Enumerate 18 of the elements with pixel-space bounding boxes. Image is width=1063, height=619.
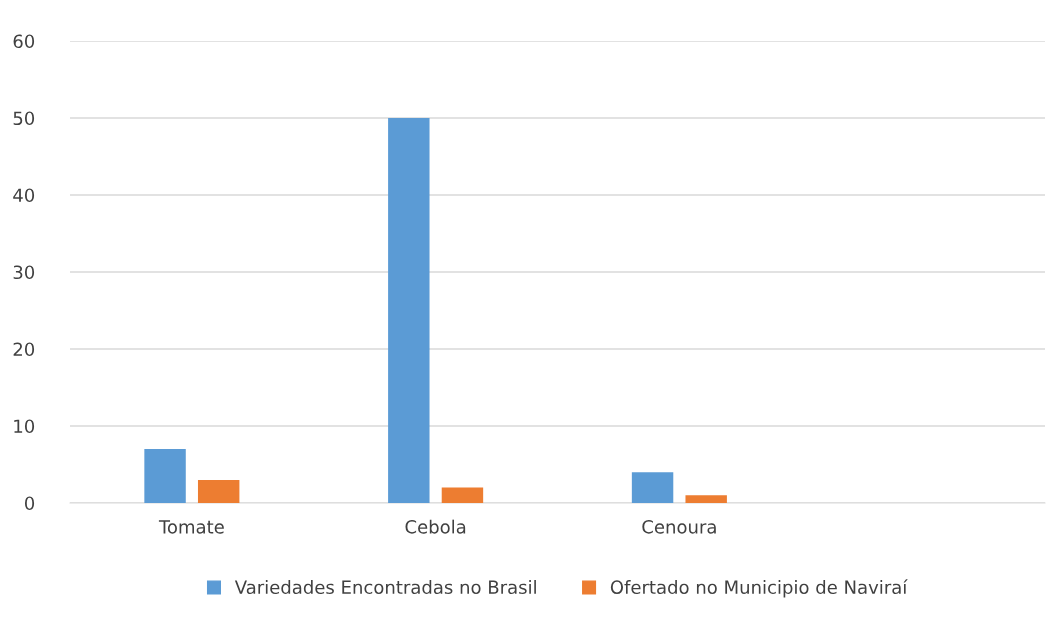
bar [144, 449, 186, 503]
x-tick-label: Cenoura [642, 519, 716, 534]
x-tick-label: Tomate [158, 520, 224, 534]
bar [197, 479, 240, 503]
bar [631, 472, 674, 503]
x-tick-label: Cebola [405, 519, 466, 534]
y-tick-label: 60 [13, 34, 35, 49]
bar [685, 495, 727, 503]
y-tick-label: 40 [13, 188, 35, 203]
y-tick-label: 50 [13, 111, 35, 126]
y-tick-label: 10 [14, 419, 35, 434]
legend-label: Variedades Encontradas no Brasil [234, 580, 536, 595]
legend-label: Ofertado no Municipio de Naviraí [610, 579, 908, 598]
y-tick-label: 20 [13, 342, 35, 357]
bar [441, 487, 484, 503]
y-tick-label: 30 [13, 265, 35, 280]
bar [388, 118, 430, 503]
y-tick-label: 0 [24, 496, 35, 511]
